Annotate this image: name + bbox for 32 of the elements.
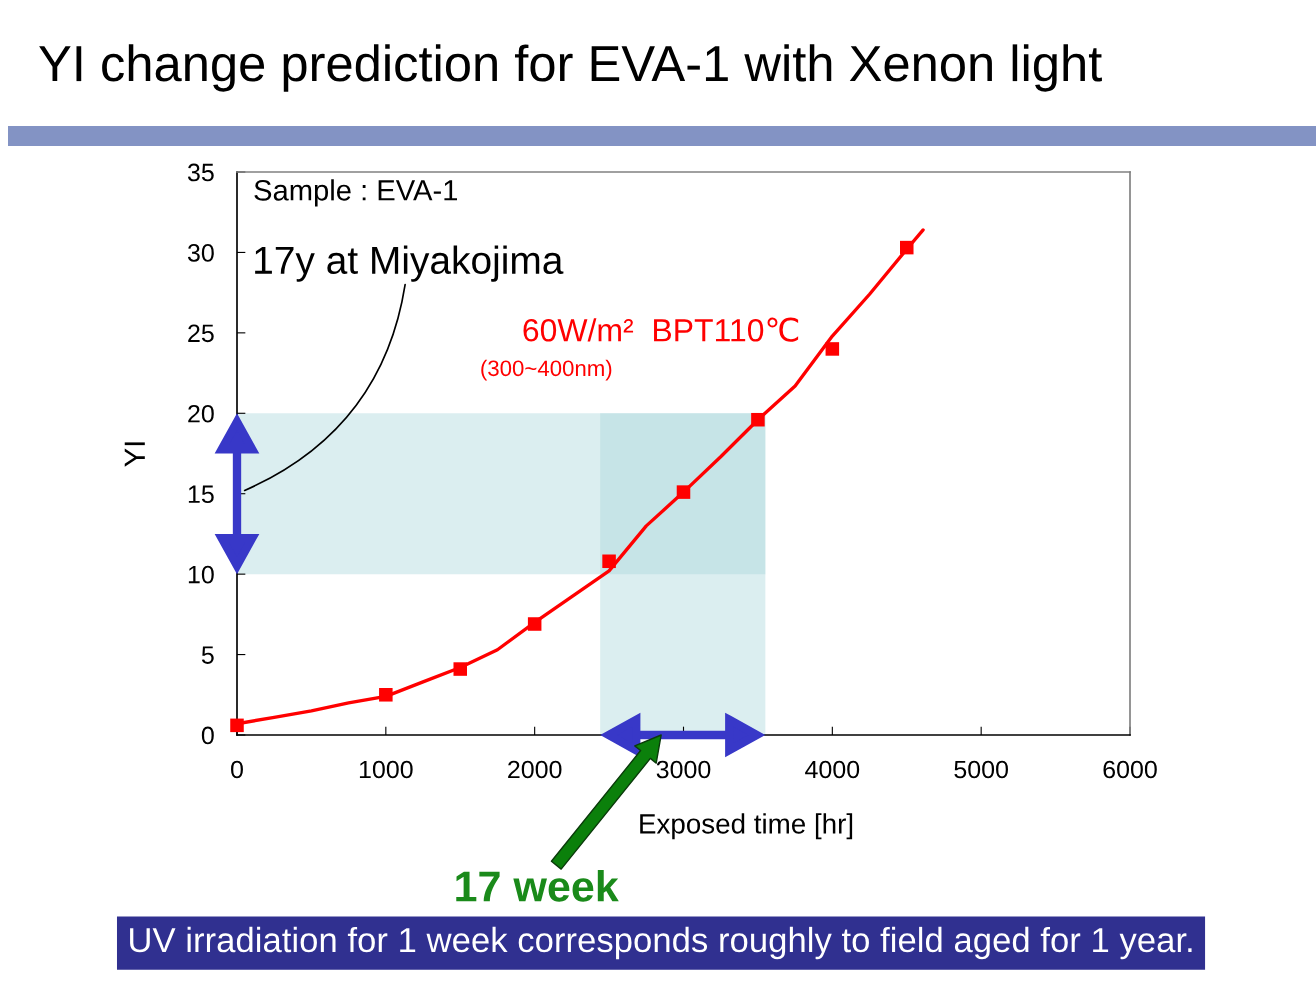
y-tick-label: 15	[188, 485, 214, 504]
point	[453, 662, 468, 676]
point	[825, 342, 840, 356]
point	[602, 554, 616, 569]
point	[751, 412, 765, 427]
annotation: 17y at Miyakojima	[255, 245, 564, 282]
y-tick-label: 30	[187, 244, 214, 262]
x-tick-label: 6000	[1103, 760, 1157, 779]
chart-title: YI change prediction for EVA-1 with Xenon light	[39, 44, 1102, 92]
series-label: 60W/m² BPT110℃	[523, 317, 799, 342]
point	[676, 485, 691, 499]
x-tick-label: 3000	[656, 760, 711, 779]
x-tick-label: 1000	[359, 760, 413, 779]
y-tick-label: 10	[188, 565, 214, 584]
point	[899, 240, 914, 255]
x-axis-title: Exposed time [hr]	[640, 813, 853, 840]
y-tick-label: 25	[188, 324, 214, 343]
annotation: Sample : EVA-1	[254, 179, 457, 207]
annotation: (300~400nm)	[481, 359, 612, 381]
text: UV irradiation for 1 week corresponds roughly to field aged for 1 year.	[130, 926, 1192, 960]
x-tick-label: 0	[231, 760, 243, 779]
x-tick-label: 2000	[508, 760, 562, 779]
y-tick-label: 0	[201, 726, 214, 745]
point	[527, 617, 542, 631]
text: 17 week	[456, 870, 619, 902]
y-tick-label: 5	[201, 646, 214, 664]
y-axis-title: YI	[124, 442, 145, 467]
x-tick-label: 4000	[805, 760, 860, 779]
y-tick-label: 20	[188, 404, 214, 423]
point	[379, 688, 393, 702]
y-tick-label: 35	[187, 163, 214, 182]
x-tick-label: 5000	[954, 760, 1008, 779]
